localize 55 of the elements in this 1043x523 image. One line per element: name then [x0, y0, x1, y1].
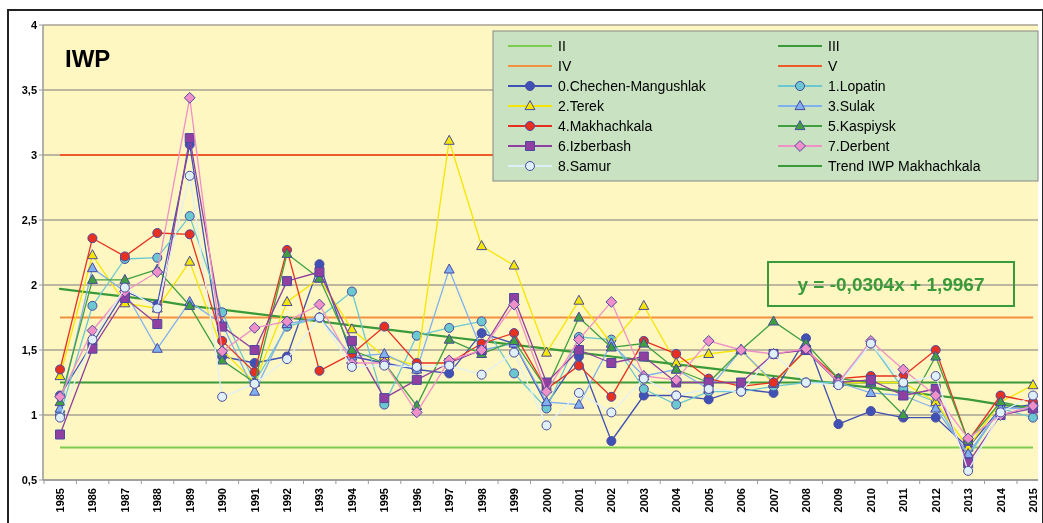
x-tick-label: 2010: [864, 488, 877, 513]
x-tick-label: 2015: [1027, 488, 1039, 513]
x-tick-label: 2013: [962, 488, 975, 513]
x-tick-label: 1991: [248, 488, 261, 513]
y-tick-label: 3: [30, 148, 37, 161]
y-tick-label: 2: [30, 278, 37, 291]
legend-label: IV: [558, 57, 572, 74]
x-tick-label: 2001: [572, 488, 585, 513]
y-tick-label: 2,5: [21, 213, 37, 226]
x-tick-label: 1986: [86, 488, 99, 513]
y-tick-label: 1: [30, 408, 37, 421]
text: IWP: [65, 45, 111, 72]
legend-label: 4.Makhachkala: [558, 117, 653, 134]
y-tick-label: 1,5: [21, 343, 37, 356]
x-tick-label: 1996: [410, 488, 423, 513]
x-tick-label: 2011: [897, 488, 910, 512]
x-tick-label: 1995: [378, 488, 391, 513]
legend-label: 7.Derbent: [828, 137, 890, 154]
y-tick-label: 4: [30, 18, 38, 31]
legend-label: Trend IWP Makhachkala: [828, 157, 981, 174]
legend-label: II: [558, 37, 566, 54]
annotation: y = -0,0304x + 1,9967: [797, 273, 985, 295]
x-tick-label: 1998: [475, 488, 488, 513]
x-tick-label: 1989: [183, 488, 196, 513]
x-tick-label: 1988: [151, 488, 164, 513]
legend-label: 6.Izberbash: [558, 137, 632, 154]
x-tick-label: 1999: [508, 488, 521, 513]
x-tick-label: 2000: [540, 488, 553, 513]
x-tick-label: 2005: [702, 488, 715, 513]
legend-label: 8.Samur: [558, 157, 612, 174]
x-tick-label: 2014: [994, 487, 1007, 513]
x-tick-label: 1992: [281, 488, 294, 513]
x-tick-label: 1985: [54, 488, 66, 513]
legend-label: V: [828, 57, 838, 74]
x-tick-label: 1994: [345, 487, 358, 513]
legend-label: 0.Chechen-Mangushlak: [558, 77, 707, 94]
x-tick-label: 1987: [118, 488, 131, 513]
x-tick-label: 1993: [313, 488, 326, 513]
x-tick-label: 2004: [670, 487, 683, 513]
x-tick-label: 2007: [767, 488, 780, 513]
legend-label: III: [828, 37, 840, 54]
x-tick-label: 2002: [605, 488, 618, 513]
legend-label: 5.Kaspiysk: [828, 117, 897, 134]
x-tick-label: 2009: [832, 488, 845, 513]
x-tick-label: 2003: [637, 488, 650, 513]
x-tick-label: 1997: [443, 488, 456, 513]
y-tick-label: 3,5: [21, 83, 37, 96]
x-tick-label: 1990: [216, 488, 229, 513]
x-tick-label: 2008: [799, 488, 812, 513]
y-tick-label: 0,5: [21, 473, 37, 486]
x-tick-label: 2006: [735, 488, 748, 513]
legend-label: 2.Terek: [558, 97, 605, 114]
legend-label: 3.Sulak: [828, 97, 876, 114]
legend-label: 1.Lopatin: [828, 77, 886, 94]
x-tick-label: 2012: [929, 488, 942, 513]
